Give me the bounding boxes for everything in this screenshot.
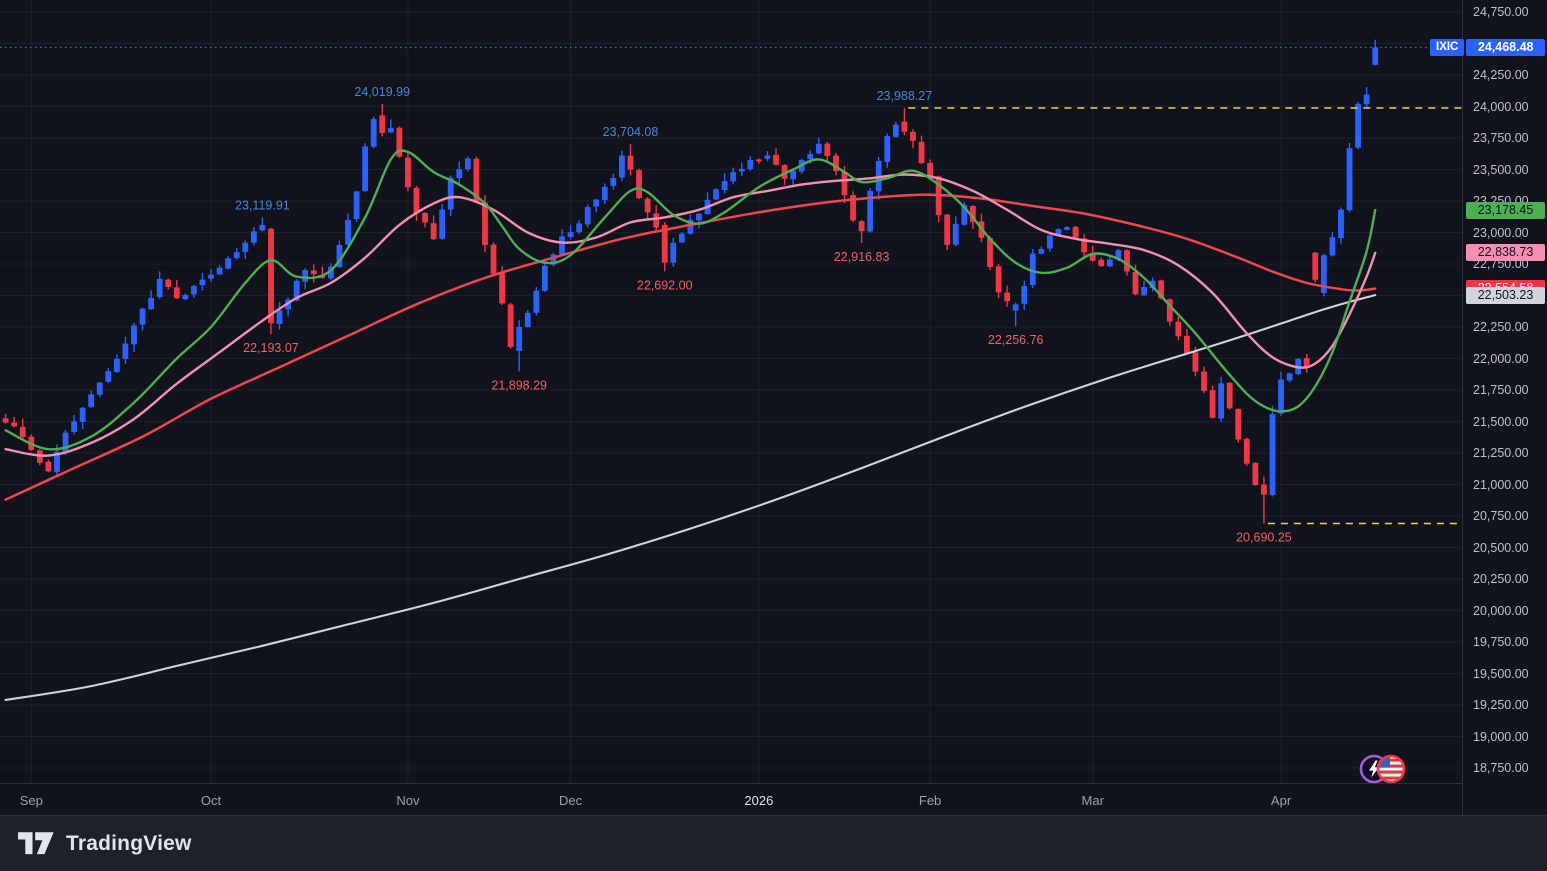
price-badge-ma-fast: 23,178.45 (1466, 201, 1545, 219)
price-annotation: 23,704.08 (603, 125, 659, 139)
price-annotation: 22,916.83 (834, 250, 890, 264)
ma-slow-red (4, 193, 1377, 501)
price-annotation: 23,119.91 (235, 198, 290, 212)
y-axis-label: 21,750.00 (1473, 383, 1529, 397)
y-axis-label: 23,000.00 (1473, 225, 1529, 240)
price-annotation: 20,690.25 (1236, 531, 1292, 545)
x-axis-label-Feb: Feb (918, 793, 942, 808)
y-axis-label: 19,750.00 (1473, 635, 1529, 649)
price-annotation: 22,193.07 (243, 341, 299, 355)
tradingview-logo[interactable]: TradingView (18, 832, 192, 856)
y-axis-label: 20,000.00 (1473, 603, 1529, 618)
symbol-badge[interactable]: IXIC (1430, 38, 1465, 56)
y-axis-label: 24,000.00 (1473, 99, 1529, 114)
y-axis-label: 21,500.00 (1473, 414, 1529, 429)
grid (0, 0, 1462, 783)
price-annotation: 23,988.27 (877, 89, 933, 103)
us-flag-event-icon[interactable] (1376, 754, 1406, 784)
ma-medium-pink (4, 173, 1377, 457)
tradingview-logo-icon (18, 832, 54, 855)
y-axis-label: 20,750.00 (1473, 509, 1529, 523)
price-annotation: 24,019.99 (354, 85, 410, 99)
x-axis-label-Mar: Mar (1081, 793, 1104, 808)
y-axis-label: 18,750.00 (1473, 761, 1529, 775)
x-axis-label-Dec: Dec (558, 793, 583, 808)
x-axis-label-Nov: Nov (396, 793, 420, 808)
event-markers (1359, 754, 1415, 786)
y-axis-label: 22,000.00 (1473, 351, 1529, 366)
y-axis-label: 24,750.00 (1473, 5, 1529, 19)
time-axis[interactable]: Sep Oct Nov Dec 2026 Feb Mar Apr (0, 783, 1462, 815)
price-annotation: 21,898.29 (491, 378, 547, 392)
price-chart-canvas[interactable]: 23,119.91 22,193.07 24,019.99 21,898.29 23,7… (0, 0, 1462, 783)
x-axis-label-Oct: Oct (200, 793, 222, 808)
tradingview-logo-text: TradingView (66, 831, 192, 855)
y-axis-label: 24,250.00 (1473, 68, 1529, 82)
price-axis[interactable]: 24,750.0024,500.0024,250.0024,000.0023,7… (1462, 0, 1547, 815)
y-axis-label: 21,000.00 (1473, 477, 1529, 492)
price-badge-ma-long: 22,503.23 (1466, 286, 1545, 304)
y-axis-label: 19,000.00 (1473, 729, 1529, 744)
y-axis-label: 21,250.00 (1473, 446, 1529, 460)
last-price-badge: 24,468.48 (1466, 38, 1545, 56)
last-price-row: IXIC 24,468.48 (1430, 38, 1545, 56)
y-axis-label: 23,500.00 (1473, 162, 1529, 177)
y-axis-label: 23,750.00 (1473, 131, 1529, 145)
x-axis-label-Sep: Sep (19, 793, 43, 808)
y-axis-label: 19,500.00 (1473, 666, 1529, 681)
ma-long-white (4, 294, 1377, 702)
x-axis-label-Apr: Apr (1270, 793, 1292, 808)
price-annotation: 22,256.76 (988, 333, 1044, 347)
price-badge-ma-medium: 22,838.73 (1466, 244, 1545, 262)
x-axis-label-2026: 2026 (744, 793, 774, 808)
y-axis-label: 20,250.00 (1473, 572, 1529, 586)
ma-fast-green (4, 149, 1377, 451)
price-annotation: 22,692.00 (637, 278, 693, 292)
y-axis-label: 22,250.00 (1473, 320, 1529, 334)
bottom-toolbar: TradingView (0, 815, 1547, 871)
y-axis-label: 19,250.00 (1473, 698, 1529, 712)
y-axis-label: 20,500.00 (1473, 540, 1529, 555)
